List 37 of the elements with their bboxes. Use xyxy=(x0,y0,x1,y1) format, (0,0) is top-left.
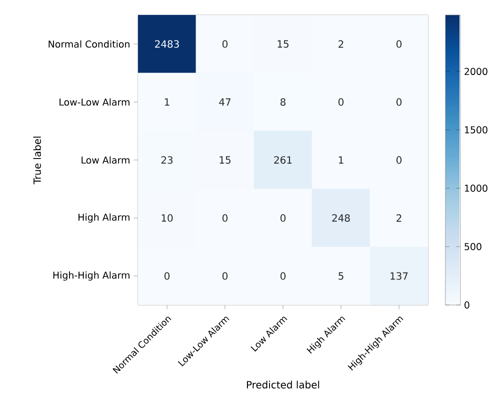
data-label: 261 xyxy=(274,156,292,164)
data-label: 0 xyxy=(280,272,286,280)
data-label: 1 xyxy=(338,156,344,164)
data-label: 0 xyxy=(396,98,402,106)
data-label: 2 xyxy=(396,214,402,222)
y-tick-label: Low-Low Alarm xyxy=(60,98,130,106)
data-label: 5 xyxy=(338,272,344,280)
data-label: 137 xyxy=(390,272,408,280)
data-label: 0 xyxy=(164,272,170,280)
x-axis-title: Predicted label xyxy=(246,380,320,388)
data-label: 15 xyxy=(220,156,230,164)
data-label: 23 xyxy=(161,156,173,164)
data-label: 1 xyxy=(164,98,170,106)
color-bar-label: 1000 xyxy=(464,184,488,192)
data-label: 0 xyxy=(222,214,228,222)
y-axis-title: True label xyxy=(33,136,41,184)
data-label: 2483 xyxy=(155,40,179,48)
color-bar-label: 0 xyxy=(464,301,470,309)
y-tick-label: High Alarm xyxy=(78,213,130,223)
data-label: 0 xyxy=(280,214,286,222)
data-label: 8 xyxy=(280,98,286,106)
data-label: 0 xyxy=(222,40,228,48)
y-tick-label: Normal Condition xyxy=(48,40,130,48)
data-label: 47 xyxy=(219,98,230,106)
y-tick-label: Low Alarm xyxy=(82,156,130,164)
color-bar-label: 500 xyxy=(464,243,482,250)
data-label: 248 xyxy=(332,214,350,222)
data-label: 0 xyxy=(396,40,402,48)
data-label: 15 xyxy=(278,40,288,48)
data-label: 2 xyxy=(338,40,344,48)
data-label: 10 xyxy=(162,214,173,222)
data-label: 0 xyxy=(222,272,228,280)
data-label: 0 xyxy=(396,156,402,164)
color-bar-label: 1500 xyxy=(464,126,488,134)
color-bar-label: 2000 xyxy=(464,68,488,75)
data-label: 0 xyxy=(338,98,344,106)
y-tick-label: High-High Alarm xyxy=(53,271,130,281)
